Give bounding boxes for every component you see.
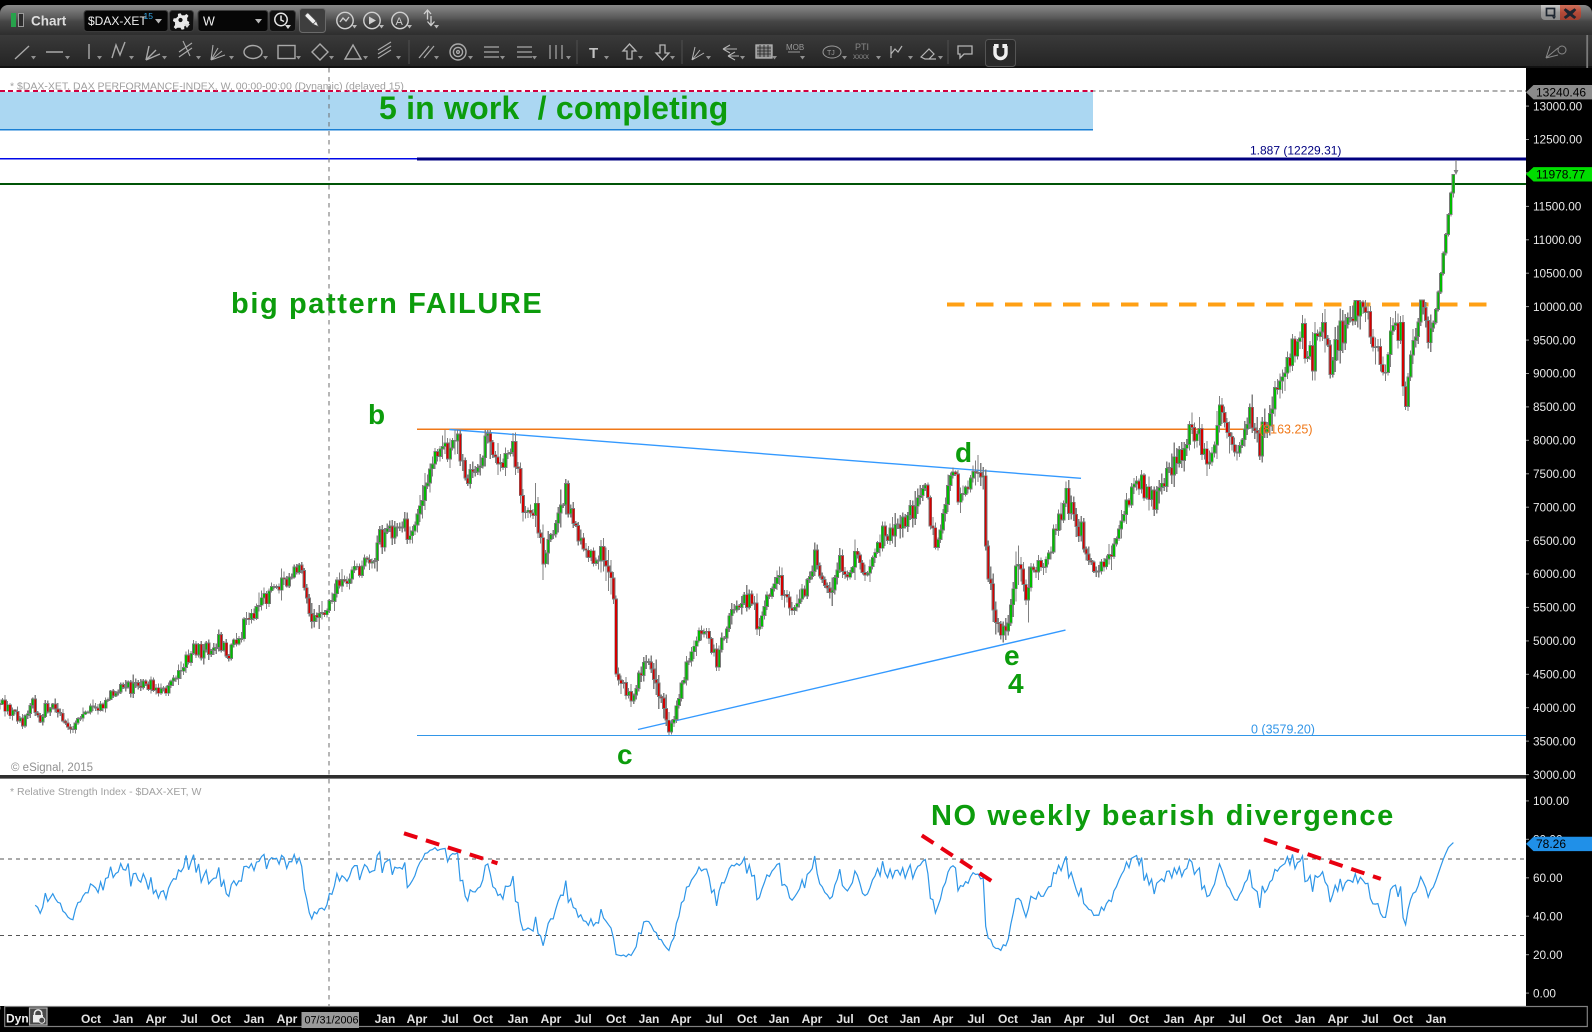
svg-text:Apr: Apr (277, 1012, 298, 1026)
svg-text:Jul: Jul (836, 1012, 853, 1026)
svg-text:15: 15 (144, 11, 154, 21)
svg-text:20.00: 20.00 (1533, 948, 1563, 962)
svg-text:Jul: Jul (1361, 1012, 1378, 1026)
svg-text:13240.46: 13240.46 (1536, 85, 1586, 99)
svg-text:© eSignal, 2015: © eSignal, 2015 (11, 762, 93, 774)
svg-text:10000.00: 10000.00 (1533, 300, 1583, 314)
svg-text:Jan: Jan (769, 1012, 790, 1026)
svg-text:60.00: 60.00 (1533, 871, 1563, 885)
svg-text:8000.00: 8000.00 (1533, 434, 1576, 448)
svg-text:3000.00: 3000.00 (1533, 768, 1576, 782)
svg-text:4000.00: 4000.00 (1533, 701, 1576, 715)
svg-text:7000.00: 7000.00 (1533, 500, 1576, 514)
svg-text:e: e (1004, 640, 1020, 671)
svg-text:Jul: Jul (1097, 1012, 1114, 1026)
svg-text:8500.00: 8500.00 (1533, 400, 1576, 414)
svg-text:9000.00: 9000.00 (1533, 367, 1576, 381)
svg-text:Jul: Jul (441, 1012, 458, 1026)
svg-text:11500.00: 11500.00 (1533, 200, 1582, 214)
svg-text:1.887 (12229.31): 1.887 (12229.31) (1250, 144, 1341, 158)
svg-text:9500.00: 9500.00 (1533, 333, 1576, 347)
svg-text:Chart: Chart (31, 14, 67, 29)
svg-text:10500.00: 10500.00 (1533, 266, 1583, 280)
svg-text:6500.00: 6500.00 (1533, 534, 1576, 548)
svg-text:78.26: 78.26 (1536, 837, 1566, 851)
svg-text:Jan: Jan (375, 1012, 396, 1026)
svg-text:Apr: Apr (671, 1012, 692, 1026)
svg-text:Oct: Oct (737, 1012, 757, 1026)
svg-text:5500.00: 5500.00 (1533, 601, 1576, 615)
svg-text:4: 4 (1008, 668, 1024, 699)
svg-text:TJ: TJ (827, 50, 835, 57)
svg-text:A: A (396, 16, 404, 28)
svg-text:Apr: Apr (407, 1012, 428, 1026)
svg-text:Dyn: Dyn (6, 1012, 29, 1026)
svg-text:Apr: Apr (1194, 1012, 1215, 1026)
svg-text:Jul: Jul (180, 1012, 197, 1026)
svg-text:Apr: Apr (541, 1012, 562, 1026)
svg-text:NO weekly bearish divergence: NO weekly bearish divergence (931, 800, 1395, 832)
svg-text:Jan: Jan (244, 1012, 265, 1026)
svg-text:PTI: PTI (855, 42, 869, 52)
svg-text:Jan: Jan (1164, 1012, 1185, 1026)
svg-text:Oct: Oct (1393, 1012, 1413, 1026)
svg-text:* Relative Strength Index - $D: * Relative Strength Index - $DAX-XET, W (10, 786, 201, 798)
svg-text:7500.00: 7500.00 (1533, 467, 1576, 481)
svg-text:Oct: Oct (1262, 1012, 1282, 1026)
svg-text:0 (3579.20): 0 (3579.20) (1251, 723, 1315, 737)
svg-text:Jul: Jul (574, 1012, 591, 1026)
svg-text:Jan: Jan (113, 1012, 134, 1026)
svg-text:11978.77: 11978.77 (1536, 168, 1585, 182)
svg-text:Oct: Oct (473, 1012, 493, 1026)
svg-text:Oct: Oct (211, 1012, 231, 1026)
svg-text:Oct: Oct (606, 1012, 626, 1026)
svg-text:W: W (203, 15, 215, 29)
svg-text:Oct: Oct (81, 1012, 101, 1026)
svg-text:Apr: Apr (933, 1012, 954, 1026)
svg-text:Jul: Jul (1228, 1012, 1245, 1026)
svg-text:4500.00: 4500.00 (1533, 668, 1576, 682)
svg-text:* $DAX-XET, DAX PERFORMANCE-IN: * $DAX-XET, DAX PERFORMANCE-INDEX, W, 00… (10, 81, 404, 93)
svg-text:12500.00: 12500.00 (1533, 133, 1583, 147)
svg-text:07/31/2006: 07/31/2006 (305, 1015, 359, 1027)
svg-text:Oct: Oct (868, 1012, 888, 1026)
svg-text:Jan: Jan (1031, 1012, 1052, 1026)
svg-text:3500.00: 3500.00 (1533, 734, 1576, 748)
svg-text:Jan: Jan (508, 1012, 529, 1026)
svg-text:T: T (589, 45, 598, 62)
svg-text:Apr: Apr (1328, 1012, 1349, 1026)
svg-text:Jan: Jan (900, 1012, 921, 1026)
svg-text:Jan: Jan (639, 1012, 660, 1026)
svg-text:MOB: MOB (786, 43, 804, 52)
svg-text:big pattern FAILURE: big pattern FAILURE (231, 288, 543, 320)
svg-text:$DAX-XET: $DAX-XET (88, 14, 147, 28)
svg-text:Oct: Oct (1129, 1012, 1149, 1026)
svg-text:Oct: Oct (998, 1012, 1018, 1026)
svg-text:13000.00: 13000.00 (1533, 99, 1583, 113)
svg-text:5 in work / completing: 5 in work / completing (379, 90, 729, 126)
svg-text:40.00: 40.00 (1533, 909, 1563, 923)
svg-text:6000.00: 6000.00 (1533, 567, 1576, 581)
svg-text:0.00: 0.00 (1533, 986, 1556, 1000)
svg-text:b: b (368, 399, 385, 430)
svg-text:xxxx: xxxx (853, 52, 869, 61)
svg-text:Jul: Jul (967, 1012, 984, 1026)
svg-text:100.00: 100.00 (1533, 794, 1570, 808)
svg-text:c: c (617, 739, 633, 770)
svg-text:Apr: Apr (1064, 1012, 1085, 1026)
svg-text:Jan: Jan (1426, 1012, 1447, 1026)
svg-text:(8163.25): (8163.25) (1259, 423, 1313, 437)
svg-text:Jul: Jul (705, 1012, 722, 1026)
svg-text:11000.00: 11000.00 (1533, 233, 1582, 247)
svg-text:d: d (955, 437, 972, 468)
svg-text:5000.00: 5000.00 (1533, 634, 1576, 648)
svg-text:Apr: Apr (802, 1012, 823, 1026)
svg-text:Jan: Jan (1295, 1012, 1316, 1026)
svg-text:Apr: Apr (146, 1012, 167, 1026)
